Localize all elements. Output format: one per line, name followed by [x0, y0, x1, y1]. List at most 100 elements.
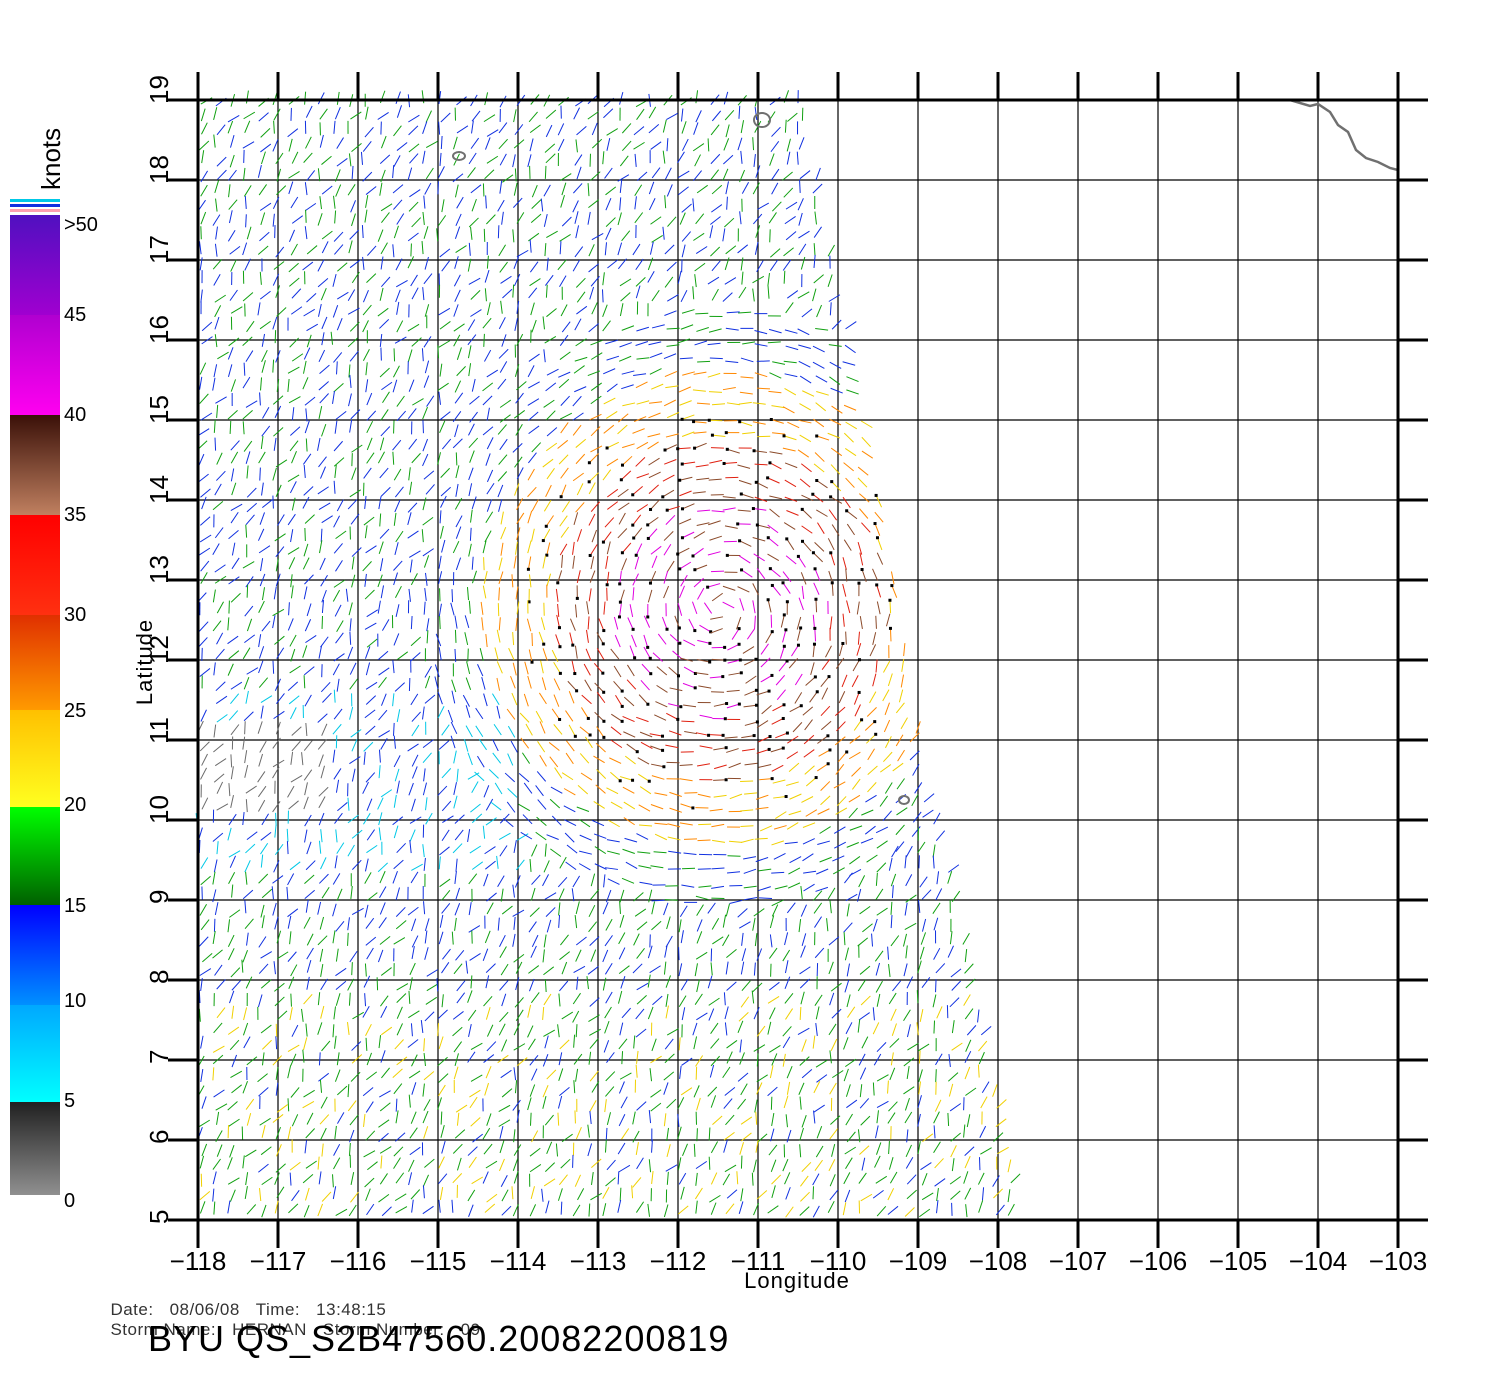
wind-vector	[467, 319, 476, 331]
wind-vector	[603, 1040, 610, 1053]
wind-vector	[602, 1187, 610, 1199]
wind-vector	[621, 384, 634, 390]
wind-vector	[439, 411, 451, 421]
rain-flag-dot	[648, 656, 652, 660]
wind-vector	[452, 540, 460, 554]
wind-vector	[213, 1022, 223, 1034]
wind-vector	[874, 1155, 881, 1168]
wind-vector	[454, 1053, 459, 1067]
wind-vector	[949, 997, 960, 1008]
wind-vector	[337, 802, 348, 812]
wind-vector	[770, 1159, 777, 1173]
legend-band-orange	[10, 615, 60, 710]
wind-vector	[242, 812, 245, 826]
rain-flag-dot	[723, 717, 727, 721]
wind-vector	[530, 213, 542, 223]
rain-flag-dot	[620, 719, 624, 723]
wind-vector	[302, 1100, 315, 1109]
wind-vector	[677, 447, 691, 450]
wind-vector	[289, 707, 297, 720]
wind-vector	[496, 705, 501, 719]
wind-vector	[261, 915, 265, 929]
wind-vector	[621, 123, 632, 134]
rain-flag-dot	[620, 704, 624, 708]
wind-vector	[395, 1172, 405, 1184]
wind-vector	[537, 799, 547, 810]
wind-vector	[242, 889, 254, 900]
wind-vector	[246, 320, 255, 333]
wind-vector	[437, 166, 445, 179]
wind-vector	[424, 304, 430, 317]
wind-vector	[843, 932, 846, 946]
wind-vector	[395, 585, 402, 598]
wind-vector	[422, 516, 434, 526]
rain-flag-dot	[526, 567, 530, 571]
wind-vector	[378, 827, 382, 841]
wind-vector	[595, 742, 606, 753]
wind-vector	[451, 589, 454, 603]
rain-flag-dot	[663, 448, 667, 452]
wind-vector	[699, 624, 711, 633]
wind-vector	[636, 441, 649, 450]
wind-vector	[588, 263, 600, 273]
wind-vector	[738, 286, 747, 299]
wind-vector	[216, 841, 219, 855]
wind-vector	[515, 1009, 524, 1022]
wind-vector	[214, 902, 219, 916]
wind-vector	[861, 1157, 866, 1171]
wind-vector	[503, 818, 514, 828]
wind-vector	[964, 1155, 971, 1169]
wind-vector	[516, 381, 527, 391]
wind-vector	[664, 444, 678, 451]
wind-vector	[654, 822, 668, 825]
rain-flag-dot	[544, 524, 548, 528]
wind-vector	[320, 466, 326, 479]
rain-flag-dot	[781, 716, 785, 720]
wind-vector	[364, 904, 369, 918]
wind-vector	[351, 1041, 362, 1051]
wind-vector	[785, 1114, 788, 1128]
wind-vector	[407, 408, 417, 419]
wind-vector	[771, 201, 782, 212]
wind-vector	[784, 960, 789, 974]
wind-vector	[622, 542, 632, 554]
wind-vector	[722, 496, 736, 499]
wind-vector	[648, 889, 653, 903]
wind-vector	[649, 241, 654, 255]
rain-flag-dot	[751, 507, 755, 511]
wind-vector	[242, 376, 251, 389]
wind-vector	[844, 1189, 851, 1203]
wind-vector	[586, 601, 590, 615]
wind-vector	[647, 270, 655, 283]
speed-color-legend: knots	[10, 128, 98, 1212]
wind-vector	[607, 878, 620, 885]
wind-vector	[797, 627, 802, 641]
wind-vector	[798, 230, 810, 239]
wind-vector	[820, 705, 831, 717]
wind-vector	[965, 1087, 977, 1096]
rain-flag-dot	[633, 656, 637, 660]
wind-vector	[289, 1172, 292, 1186]
wind-vector	[198, 453, 205, 467]
wind-vector	[230, 1070, 243, 1079]
wind-vector	[801, 308, 813, 318]
rain-flag-dot	[784, 795, 788, 799]
wind-vector	[244, 764, 249, 778]
wind-vector	[618, 947, 626, 960]
wind-vector	[738, 1201, 744, 1215]
rain-flag-dot	[648, 581, 652, 585]
wind-vector	[228, 948, 235, 961]
wind-vector	[788, 867, 801, 875]
wind-vector	[694, 154, 701, 167]
wind-vector	[918, 1050, 921, 1064]
wind-vector	[638, 804, 651, 812]
wind-vector	[565, 710, 574, 722]
rain-flag-dot	[737, 642, 741, 646]
rain-flag-dot	[646, 536, 650, 540]
wind-vector	[273, 108, 281, 121]
wind-vector	[482, 183, 485, 197]
wind-vector	[648, 124, 660, 134]
wind-vector	[828, 294, 841, 302]
wind-vector	[738, 105, 741, 119]
wind-vector	[587, 370, 601, 377]
